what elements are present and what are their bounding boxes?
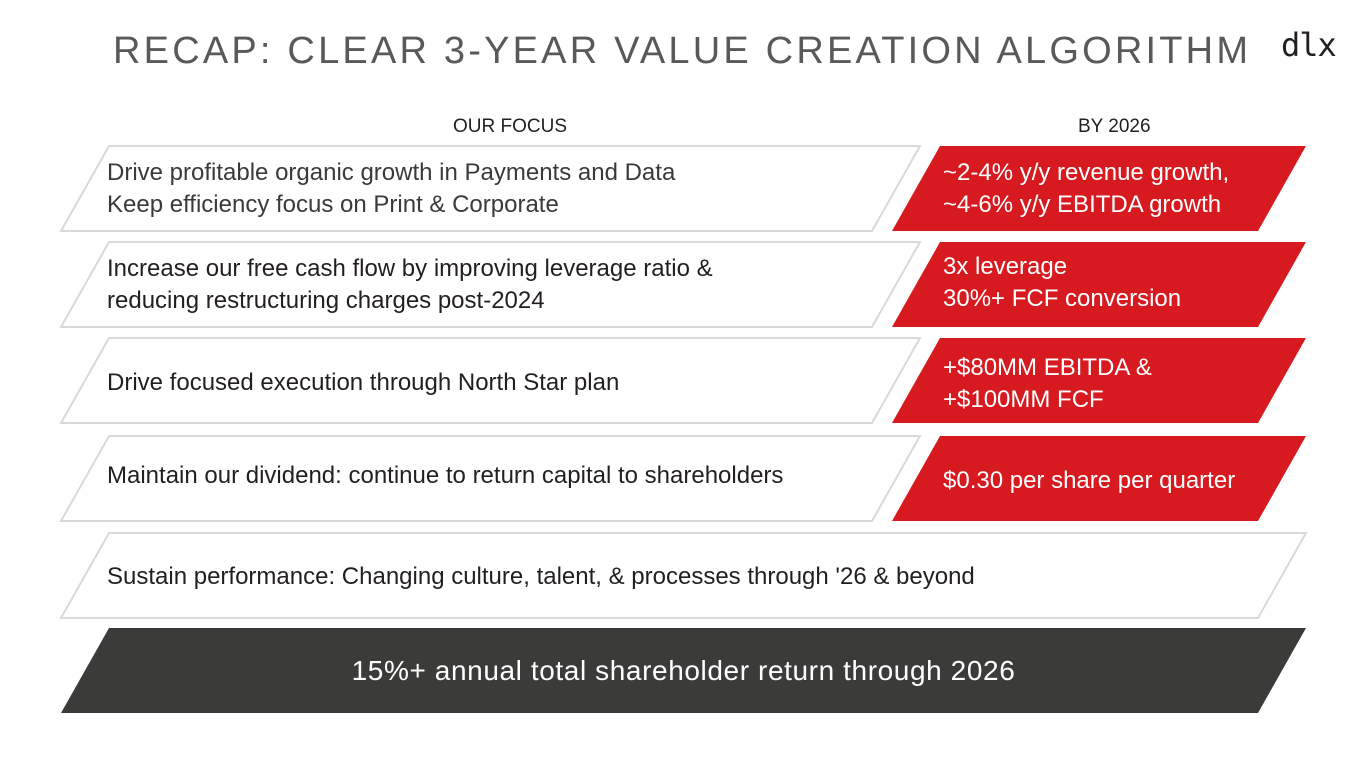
target-text-4: $0.30 per share per quarter — [943, 438, 1303, 523]
focus-text-3: Drive focused execution through North St… — [107, 340, 907, 425]
target-box-1 — [892, 146, 1306, 231]
focus-box-4-outline — [59, 435, 922, 522]
sustain-text-line: Sustain performance: Changing culture, t… — [107, 562, 975, 590]
target-box-2 — [892, 242, 1306, 327]
target-text-3: +$80MM EBITDA & +$100MM FCF — [943, 341, 1303, 426]
target-text-1-line-1: ~2-4% y/y revenue growth, — [943, 158, 1230, 186]
focus-text-1-line-1: Drive profitable organic growth in Payme… — [107, 158, 676, 186]
focus-box-3-outline — [59, 337, 922, 424]
column-header-by-2026: BY 2026 — [1078, 116, 1151, 137]
focus-text-4-line-1: Maintain our dividend: continue to retur… — [107, 461, 784, 489]
focus-text-3-line-1: Drive focused execution through North St… — [107, 368, 620, 396]
dlx-logo: dlx — [1281, 26, 1337, 64]
focus-box-2-outline — [59, 241, 922, 328]
bottom-banner-text: 15%+ annual total shareholder return thr… — [351, 654, 1016, 686]
focus-box-1-outline — [59, 145, 922, 232]
target-text-3-line-2: +$100MM FCF — [943, 385, 1104, 413]
target-text-3-line-1: +$80MM EBITDA & — [943, 353, 1152, 381]
focus-text-2: Increase our free cash flow by improving… — [107, 242, 907, 327]
target-text-2-line-2: 30%+ FCF conversion — [943, 284, 1182, 312]
target-box-4 — [892, 436, 1306, 521]
focus-text-4: Maintain our dividend: continue to retur… — [107, 433, 907, 518]
target-box-3 — [892, 338, 1306, 423]
target-text-4-line-1: $0.30 per share per quarter — [943, 466, 1236, 494]
target-text-1: ~2-4% y/y revenue growth, ~4-6% y/y EBIT… — [943, 146, 1303, 231]
sustain-text: Sustain performance: Changing culture, t… — [107, 534, 1207, 619]
target-text-2-line-1: 3x leverage — [943, 252, 1068, 280]
target-text-2: 3x leverage 30%+ FCF conversion — [943, 240, 1303, 325]
sustain-box-outline — [59, 532, 1308, 619]
focus-text-2-line-1: Increase our free cash flow by improving… — [107, 254, 713, 282]
page-title: RECAP: CLEAR 3-YEAR VALUE CREATION ALGOR… — [113, 30, 1252, 72]
column-header-our-focus: OUR FOCUS — [453, 116, 567, 137]
bottom-banner — [61, 628, 1306, 713]
focus-text-1: Drive profitable organic growth in Payme… — [107, 146, 907, 231]
focus-text-1-line-2: Keep efficiency focus on Print & Corpora… — [107, 190, 559, 218]
focus-text-2-line-2: reducing restructuring charges post-2024 — [107, 286, 545, 314]
target-text-1-line-2: ~4-6% y/y EBITDA growth — [943, 190, 1222, 218]
